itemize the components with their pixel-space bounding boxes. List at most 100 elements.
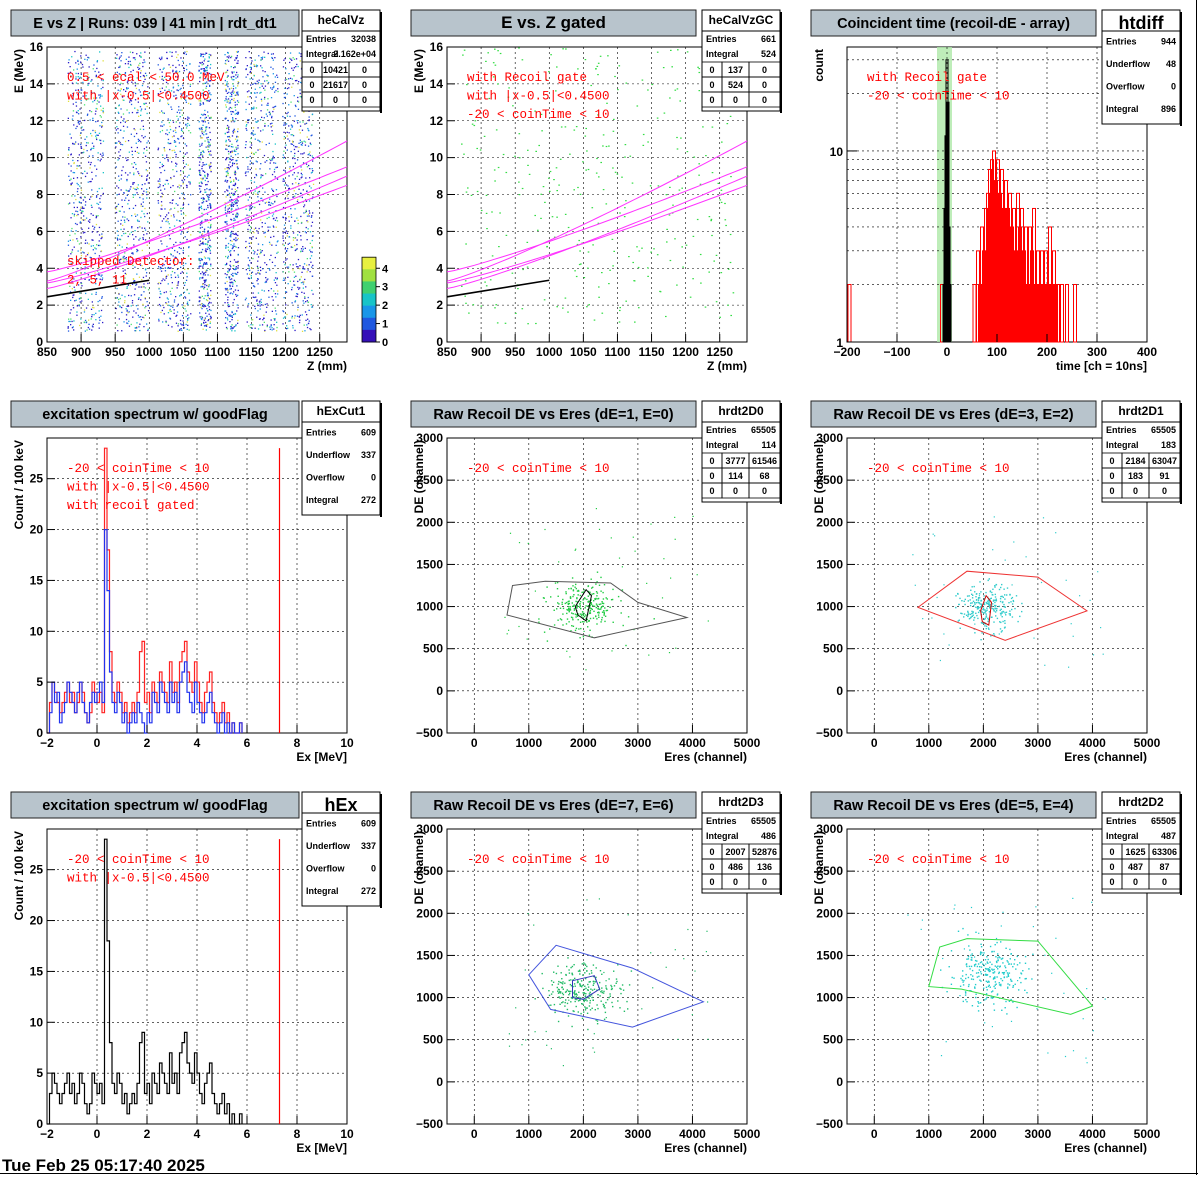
pid-point [1002, 621, 1003, 622]
pid-point [572, 619, 573, 620]
heatmap-cell [81, 148, 82, 149]
heatmap-cell [168, 212, 169, 213]
heatmap-cell [200, 243, 201, 244]
heatmap-cell [286, 314, 287, 315]
pid-point [995, 611, 996, 612]
heatmap-cell [89, 199, 90, 200]
heatmap-cell [201, 168, 202, 169]
pid-point [596, 603, 597, 604]
scatter-point [728, 269, 730, 270]
heatmap-cell [236, 136, 237, 137]
heatmap-cell [302, 143, 303, 144]
heatmap-cell [236, 214, 237, 215]
pid-point-stray [599, 529, 600, 530]
heatmap-cell [297, 307, 298, 308]
heatmap-cell [227, 132, 228, 133]
heatmap-cell [300, 315, 301, 316]
heatmap-cell [249, 104, 250, 105]
heatmap-cell [190, 168, 191, 169]
heatmap-cell [261, 104, 262, 105]
heatmap-cell [257, 266, 258, 267]
heatmap-cell [142, 237, 143, 238]
heatmap-cell [202, 125, 203, 126]
heatmap-cell [312, 265, 313, 266]
heatmap-cell [68, 326, 69, 327]
heatmap-cell [140, 110, 141, 111]
scatter-point [494, 169, 496, 170]
heatmap-cell [209, 54, 210, 55]
heatmap-cell [184, 166, 185, 167]
heatmap-cell [185, 215, 186, 216]
heatmap-cell [254, 297, 255, 298]
heatmap-cell [207, 294, 208, 295]
heatmap-cell [184, 327, 185, 328]
heatmap-cell [286, 325, 287, 326]
heatmap-cell [121, 199, 122, 200]
scatter-point [518, 182, 520, 183]
heatmap-cell [135, 194, 136, 195]
heatmap-cell [252, 84, 253, 85]
heatmap-cell [253, 127, 254, 128]
annotation-text: skipped Detector: [67, 255, 195, 269]
heatmap-cell [93, 307, 94, 308]
heatmap-cell [137, 171, 138, 172]
heatmap-cell [147, 175, 148, 176]
heatmap-cell [285, 198, 286, 199]
heatmap-cell [230, 100, 231, 101]
heatmap-cell [232, 245, 233, 246]
heatmap-cell [274, 157, 275, 158]
heatmap-cell [79, 123, 80, 124]
heatmap-cell [206, 299, 207, 300]
heatmap-cell [200, 273, 201, 274]
heatmap-cell [174, 152, 175, 153]
scatter-point [721, 272, 723, 273]
scatter-point [664, 113, 666, 114]
heatmap-cell [204, 282, 205, 283]
heatmap-cell [200, 137, 201, 138]
heatmap-cell [237, 235, 238, 236]
scatter-point [621, 177, 623, 178]
pid-point-stray [508, 630, 509, 631]
heatmap-cell [170, 129, 171, 130]
heatmap-cell [125, 122, 126, 123]
scatter-point [576, 276, 578, 277]
pid-point [550, 596, 551, 597]
heatmap-cell [209, 245, 210, 246]
heatmap-cell [186, 187, 187, 188]
scatter-point [538, 145, 540, 146]
scatter-point [505, 323, 507, 324]
heatmap-cell [119, 155, 120, 156]
heatmap-cell [231, 319, 232, 320]
heatmap-cell [275, 296, 276, 297]
pid-point [964, 601, 965, 602]
heatmap-cell [118, 141, 119, 142]
heatmap-cell [245, 299, 246, 300]
heatmap-cell [273, 328, 274, 329]
pid-point [543, 597, 544, 598]
heatmap-cell [78, 110, 79, 111]
heatmap-cell [204, 262, 205, 263]
heatmap-cell [256, 280, 257, 281]
heatmap-cell [184, 53, 185, 54]
heatmap-cell [262, 175, 263, 176]
heatmap-cell [187, 117, 188, 118]
heatmap-cell [226, 196, 227, 197]
heatmap-cell [172, 52, 173, 53]
heatmap-cell [294, 59, 295, 60]
heatmap-cell [96, 139, 97, 140]
heatmap-cell [179, 295, 180, 296]
heatmap-cell [286, 113, 287, 114]
pid-point [968, 600, 969, 601]
pid-point [1010, 601, 1011, 602]
heatmap-cell [289, 62, 290, 63]
heatmap-cell [96, 248, 97, 249]
heatmap-cell [232, 214, 233, 215]
heatmap-cell [184, 198, 185, 199]
pid-point [557, 602, 558, 603]
heatmap-cell [120, 229, 121, 230]
heatmap-cell [161, 58, 162, 59]
heatmap-cell [236, 141, 237, 142]
heatmap-cell [238, 265, 239, 266]
panel-title: E vs Z | Runs: 039 | 41 min | rdt_dt1 [11, 10, 299, 36]
heatmap-cell [286, 184, 287, 185]
